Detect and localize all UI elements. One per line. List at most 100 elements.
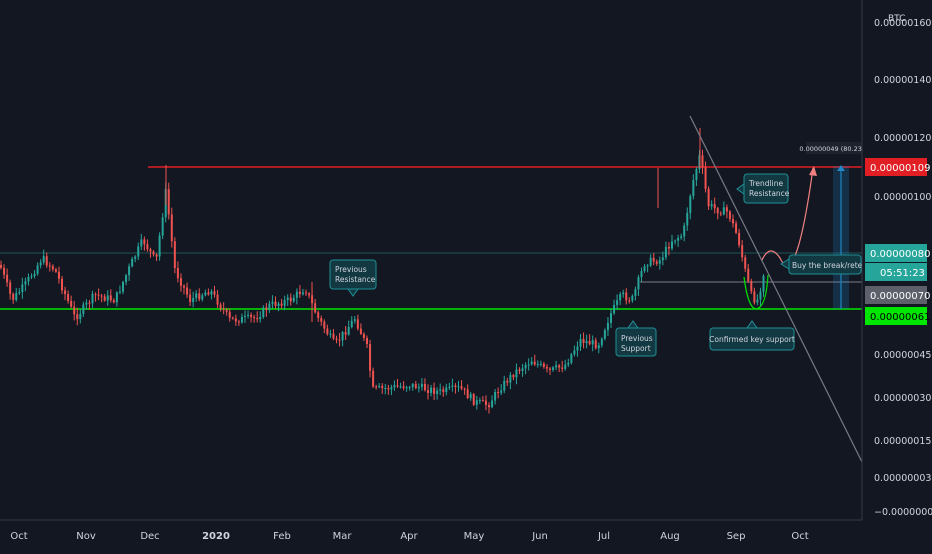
candle-body (594, 340, 597, 349)
trendline-resistance[interactable] (689, 115, 863, 463)
candle-body (677, 237, 680, 241)
candle-body (567, 362, 570, 365)
candle-body (356, 319, 359, 329)
candle-body (189, 294, 192, 302)
candle-body (579, 338, 582, 347)
time-axis[interactable]: Oct Nov Dec 2020 Feb Mar Apr May Jun Jul Aug Sep Oct (0, 519, 932, 550)
callout-trendline-resistance[interactable]: Trendline Resistance (736, 173, 790, 204)
candle-body (552, 367, 555, 370)
time-axis-label: Oct (791, 531, 808, 542)
candle-body (738, 232, 741, 246)
candle-body (494, 391, 497, 401)
candle-body (463, 388, 466, 390)
candle-body (341, 332, 344, 341)
candle-body (640, 271, 643, 278)
candle-body (387, 388, 390, 390)
candle-body (658, 260, 661, 264)
candle-body (36, 265, 39, 274)
candle-body (622, 292, 625, 295)
candles-series[interactable] (0, 128, 765, 414)
candle-body (262, 307, 265, 318)
candle-body (527, 364, 530, 366)
candle-body (698, 155, 701, 170)
candle-body (488, 405, 490, 408)
candle-body (491, 400, 494, 408)
candle-body (237, 321, 240, 323)
candle-body (21, 284, 24, 293)
previous-support-line2: Support (621, 344, 651, 353)
callout-previous-support[interactable]: Previous Support (615, 320, 657, 357)
candle-body (320, 318, 323, 322)
candle-body (42, 256, 45, 263)
candle-body (655, 261, 658, 264)
candle-body (228, 311, 231, 318)
candle-body (176, 267, 179, 279)
candle-body (271, 301, 274, 304)
candle-body (667, 246, 670, 249)
candle-body (45, 256, 48, 266)
candle-body (332, 333, 335, 339)
trendline-resistance-line1: Trendline (748, 179, 783, 188)
time-axis-label: Jul (597, 531, 610, 542)
price-badge (865, 263, 927, 281)
candle-body (338, 339, 341, 341)
candle-body (600, 338, 603, 346)
candle-body (265, 307, 268, 310)
buy-break-retest-label: Buy the break/retest (792, 261, 869, 270)
candle-body (76, 314, 79, 320)
candle-body (573, 350, 576, 355)
candle-body (67, 294, 70, 302)
candle-body (741, 245, 744, 258)
candle-body (637, 277, 640, 290)
time-axis-label: 2020 (202, 531, 230, 542)
candle-body (277, 303, 280, 306)
candle-body (423, 383, 426, 391)
candle-body (497, 391, 500, 393)
candle-body (289, 297, 292, 302)
candle-body (219, 304, 222, 309)
candle-body (515, 369, 518, 378)
candle-body (347, 327, 350, 335)
candle-body (146, 244, 149, 250)
candle-body (359, 328, 362, 334)
candle-body (201, 295, 204, 300)
candle-body (33, 273, 36, 277)
price-badge-label: 0.00000109 (870, 163, 930, 174)
price-axis[interactable]: BTC 0.00000160 0.00000140 0.00000120 0.0000… (861, 0, 932, 520)
candle-body (335, 338, 338, 340)
candle-body (317, 312, 320, 319)
candle-body (155, 254, 158, 257)
time-axis-label: Jun (531, 531, 548, 542)
candle-body (585, 341, 588, 344)
candle-body (253, 317, 256, 319)
candle-body (661, 257, 664, 261)
candle-body (719, 213, 722, 215)
price-badge (865, 286, 927, 304)
candle-body (198, 293, 201, 300)
candle-body (204, 292, 207, 296)
callout-buy-break-retest[interactable]: Buy the break/retest (780, 254, 869, 275)
candle-body (646, 265, 649, 267)
candle-body (503, 380, 506, 391)
candle-body (597, 345, 600, 349)
candle-body (323, 321, 326, 329)
time-axis-label: Mar (333, 531, 353, 542)
candle-body (183, 285, 185, 288)
candle-body (94, 293, 97, 295)
candle-body (759, 291, 762, 300)
measure-label-box (806, 142, 864, 154)
price-badge (865, 158, 927, 176)
price-badge (865, 307, 927, 325)
candle-body (295, 291, 298, 298)
callout-previous-resistance[interactable]: Previous Resistance (329, 259, 377, 297)
candle-body (710, 204, 713, 207)
candle-body (179, 278, 182, 286)
time-axis-label: Nov (76, 531, 96, 542)
candle-body (128, 266, 131, 276)
callout-confirmed-key-support[interactable]: Confirmed key support (709, 320, 795, 351)
candle-body (564, 364, 567, 369)
candle-body (616, 300, 619, 306)
candle-body (643, 266, 646, 272)
